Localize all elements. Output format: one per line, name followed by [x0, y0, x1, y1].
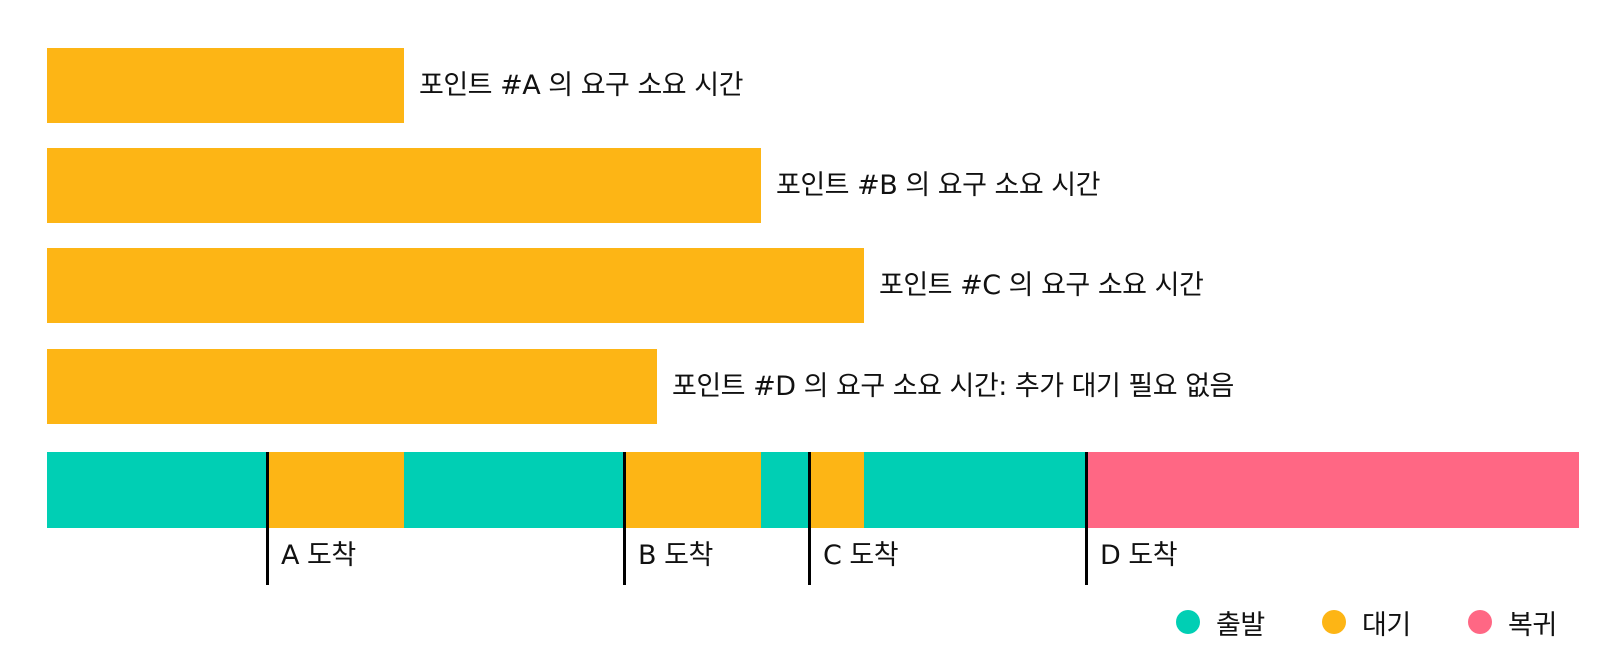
- timeline-segment-wait-2: [624, 452, 761, 528]
- legend-dot-depart: [1176, 610, 1200, 634]
- arrival-label-c: C 도착: [823, 536, 898, 576]
- requirement-bar-b: [47, 148, 761, 223]
- arrival-label-b: B 도착: [638, 536, 713, 576]
- timeline-segment-depart-1: [47, 452, 267, 528]
- legend-dot-return: [1468, 610, 1492, 634]
- timeline-segment-depart-4: [864, 452, 1086, 528]
- timeline-segment-wait-1: [267, 452, 404, 528]
- timeline-segment-return: [1086, 452, 1579, 528]
- requirement-label-b: 포인트 #B 의 요구 소요 시간: [776, 148, 1100, 223]
- timeline-segment-depart-2: [404, 452, 624, 528]
- legend-item-wait: 대기: [1322, 600, 1411, 644]
- arrival-marker-d: [1085, 452, 1088, 585]
- legend-label-wait: 대기: [1362, 603, 1411, 642]
- requirement-label-c: 포인트 #C 의 요구 소요 시간: [879, 248, 1203, 323]
- requirement-label-d: 포인트 #D 의 요구 소요 시간: 추가 대기 필요 없음: [672, 349, 1234, 424]
- timeline-segment-wait-3: [809, 452, 864, 528]
- legend-item-depart: 출발: [1176, 600, 1265, 644]
- legend-dot-wait: [1322, 610, 1346, 634]
- requirement-label-a: 포인트 #A 의 요구 소요 시간: [419, 48, 743, 123]
- requirement-bar-a: [47, 48, 404, 123]
- timeline-strip: [47, 452, 1579, 528]
- arrival-label-a: A 도착: [281, 536, 356, 576]
- arrival-marker-c: [808, 452, 811, 585]
- requirement-bar-d: [47, 349, 657, 424]
- legend-label-depart: 출발: [1216, 603, 1265, 642]
- legend-label-return: 복귀: [1508, 603, 1557, 642]
- arrival-marker-b: [623, 452, 626, 585]
- arrival-marker-a: [266, 452, 269, 585]
- legend-item-return: 복귀: [1468, 600, 1557, 644]
- timeline-segment-depart-3: [761, 452, 809, 528]
- requirement-bar-c: [47, 248, 864, 323]
- arrival-label-d: D 도착: [1100, 536, 1177, 576]
